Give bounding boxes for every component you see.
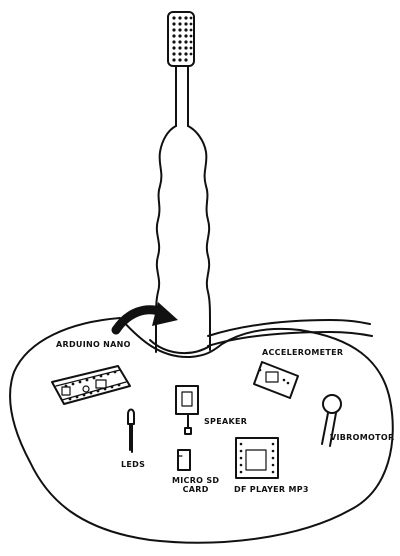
label-micro-sd: MICRO SD CARD	[172, 476, 219, 494]
accelerometer-board	[253, 361, 299, 399]
label-accelerometer: ACCELEROMETER	[262, 348, 344, 357]
label-micro-sd-line1: MICRO SD	[172, 476, 220, 485]
insert-arrow	[111, 302, 178, 335]
speaker-part	[175, 385, 199, 435]
label-vibromotor: VIBROMOTOR	[330, 433, 395, 442]
socket-rim	[149, 339, 211, 355]
brush-head	[167, 11, 195, 67]
brush-neck	[175, 65, 189, 127]
base-blob	[9, 317, 394, 544]
label-arduino-nano: ARDUINO NANO	[56, 340, 131, 349]
led-part	[127, 408, 135, 453]
brush-handle	[155, 125, 211, 353]
cable-line-lower	[207, 331, 373, 347]
arduino-nano-board	[51, 365, 131, 405]
label-leds: LEDS	[121, 460, 146, 469]
micro-sd-card	[177, 449, 191, 471]
label-micro-sd-line2: CARD	[182, 485, 209, 495]
vibromotor-part	[321, 394, 342, 447]
df-player-board	[235, 437, 279, 479]
cable-line-upper	[207, 319, 371, 337]
label-df-player: DF PLAYER MP3	[234, 485, 309, 494]
label-speaker: SPEAKER	[204, 417, 248, 426]
